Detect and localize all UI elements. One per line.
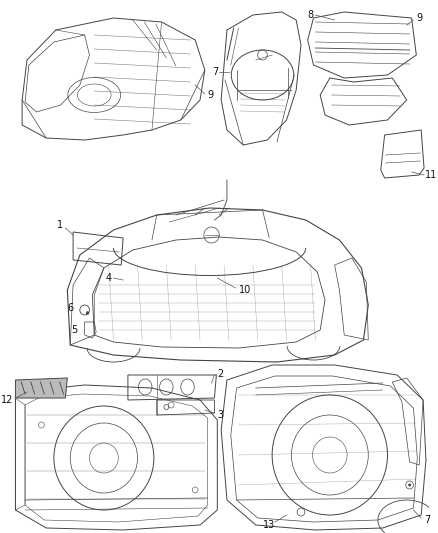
Text: 12: 12 [1,395,14,405]
Text: 11: 11 [425,170,437,180]
Text: 9: 9 [208,90,214,100]
Text: 6: 6 [67,303,73,313]
Text: 13: 13 [262,520,275,530]
Text: 1: 1 [57,220,64,230]
Polygon shape [15,378,67,398]
Text: 10: 10 [238,285,251,295]
Circle shape [408,483,411,487]
Text: 3: 3 [217,410,223,420]
Text: 7: 7 [424,515,430,525]
Text: 2: 2 [217,369,223,379]
Text: 5: 5 [72,325,78,335]
Text: 4: 4 [106,273,112,283]
Circle shape [86,311,89,314]
Text: 7: 7 [212,67,218,77]
Text: 8: 8 [307,10,314,20]
Text: 9: 9 [417,13,423,23]
